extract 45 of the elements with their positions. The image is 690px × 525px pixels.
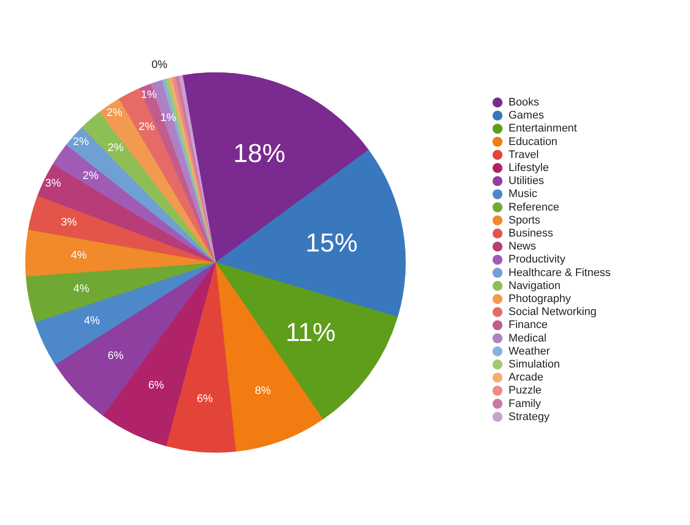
data-label: 8% bbox=[254, 384, 272, 397]
data-label: 2% bbox=[82, 170, 99, 182]
legend-label: News bbox=[508, 240, 537, 253]
legend-label: Navigation bbox=[508, 280, 560, 292]
legend-label: Puzzle bbox=[508, 384, 542, 397]
legend-label: Reference bbox=[508, 201, 560, 214]
data-label: 2% bbox=[138, 121, 155, 134]
legend-label: Utilities bbox=[508, 175, 544, 188]
data-label: 15% bbox=[306, 227, 358, 258]
legend-label: Strategy bbox=[508, 410, 550, 423]
legend-label: Social Networking bbox=[508, 306, 597, 318]
data-label: 4% bbox=[73, 283, 90, 296]
data-label: 6% bbox=[148, 380, 164, 392]
data-label: 1% bbox=[140, 88, 158, 101]
legend-label: Books bbox=[508, 96, 540, 108]
legend-label: Healthcare & Fitness bbox=[508, 266, 612, 279]
data-label: 2% bbox=[73, 136, 90, 148]
data-label: 0% bbox=[152, 59, 168, 72]
legend-label: Productivity bbox=[508, 254, 566, 266]
data-label: 6% bbox=[196, 392, 213, 405]
legend-label: Lifestyle bbox=[508, 162, 549, 174]
legend-label: Family bbox=[508, 398, 542, 410]
data-label: 3% bbox=[45, 178, 62, 190]
data-label: 1% bbox=[160, 112, 176, 124]
legend-label: Travel bbox=[508, 148, 539, 161]
legend-label: Music bbox=[508, 188, 538, 200]
legend-label: Arcade bbox=[508, 372, 544, 384]
legend-label: Entertainment bbox=[508, 122, 577, 135]
legend-label: Business bbox=[508, 228, 554, 240]
data-label: 6% bbox=[108, 350, 124, 362]
data-label: 4% bbox=[70, 250, 88, 262]
legend-label: Games bbox=[508, 110, 544, 122]
data-label: 4% bbox=[84, 315, 100, 328]
legend-label: Weather bbox=[508, 345, 550, 358]
data-label: 18% bbox=[233, 138, 286, 168]
legend-label: Simulation bbox=[508, 358, 560, 370]
legend-label: Education bbox=[508, 136, 558, 148]
legend-label: Finance bbox=[508, 319, 548, 332]
data-label: 2% bbox=[106, 106, 123, 119]
data-label: 3% bbox=[60, 216, 78, 228]
data-label: 2% bbox=[108, 142, 124, 154]
legend-label: Photography bbox=[508, 293, 572, 305]
legend-label: Medical bbox=[508, 332, 546, 344]
legend-label: Sports bbox=[508, 214, 541, 226]
data-label: 11% bbox=[286, 316, 336, 347]
